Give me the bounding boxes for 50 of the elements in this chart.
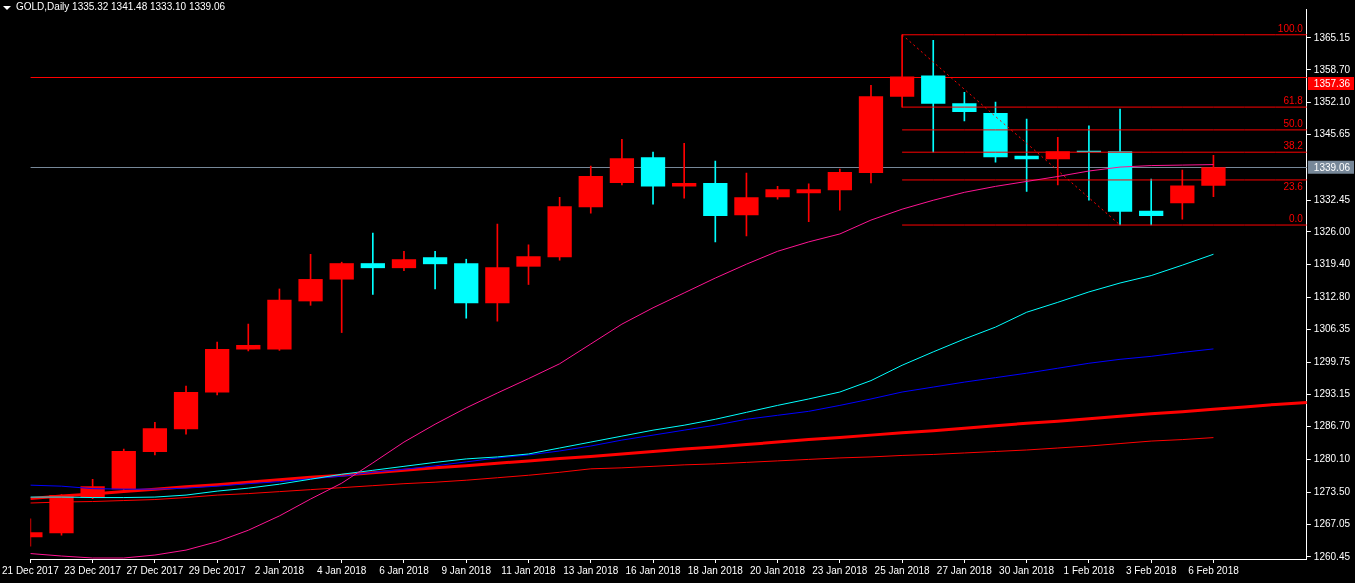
x-tick-label: 18 Jan 2018: [687, 564, 744, 576]
series-label: 61.8: [1283, 94, 1304, 106]
x-tick-label: 25 Jan 2018: [874, 564, 931, 576]
x-tick-label: 4 Jan 2018: [316, 564, 367, 576]
series-label: 50.0: [1283, 117, 1304, 129]
y-tick-label: 1345.65: [1313, 128, 1351, 140]
x-tick-label: 2 Jan 2018: [254, 564, 305, 576]
y-tick-label: 1352.10: [1313, 96, 1351, 108]
x-tick-label: 27 Dec 2017: [126, 564, 184, 576]
x-tick-label: 11 Jan 2018: [501, 564, 557, 576]
x-tick-label: 27 Jan 2018: [936, 564, 993, 576]
x-tick-label: 30 Jan 2018: [999, 564, 1055, 576]
x-tick-label: 16 Jan 2018: [625, 564, 681, 576]
candlestick: [360, 232, 385, 295]
chart-title: GOLD,Daily 1335.32 1341.48 1333.10 1339.06: [16, 1, 226, 13]
y-tick-label: 1267.05: [1313, 517, 1351, 529]
x-tick-label: 1 Feb 2018: [1063, 564, 1115, 576]
x-tick-label: 6 Feb 2018: [1188, 564, 1240, 576]
x-tick-label: 23 Jan 2018: [812, 564, 868, 576]
candlestick: [329, 261, 354, 333]
candlestick: [796, 183, 821, 222]
y-tick-label: 1299.75: [1313, 355, 1351, 367]
ref-line-label: 1357.36: [1313, 77, 1351, 89]
y-tick-label: 1312.80: [1313, 291, 1351, 303]
y-tick-label: 1293.15: [1313, 388, 1351, 400]
y-tick-label: 1306.35: [1313, 323, 1351, 335]
y-tick-label: 1332.45: [1313, 193, 1351, 205]
y-tick-label: 1365.15: [1313, 31, 1351, 43]
x-tick-label: 21 Dec 2017: [2, 564, 60, 576]
series-label: 100.0: [1277, 22, 1304, 34]
series-label: 23.6: [1283, 180, 1304, 192]
y-tick-label: 1280.10: [1313, 453, 1351, 465]
y-tick-label: 1260.45: [1313, 550, 1351, 562]
y-tick-label: 1273.50: [1313, 485, 1351, 497]
ref-line-label: 1339.06: [1313, 161, 1351, 173]
x-tick-label: 3 Feb 2018: [1125, 564, 1177, 576]
x-tick-label: 23 Dec 2017: [64, 564, 122, 576]
y-tick-label: 1326.00: [1313, 225, 1351, 237]
series-label: 0.0: [1288, 212, 1304, 224]
x-tick-label: 9 Jan 2018: [441, 564, 492, 576]
candlestick: [1139, 178, 1164, 226]
x-tick-label: 20 Jan 2018: [750, 564, 806, 576]
x-tick-label: 13 Jan 2018: [563, 564, 619, 576]
series-label: 38.2: [1283, 139, 1304, 151]
y-tick-label: 1319.40: [1313, 258, 1351, 270]
y-tick-label: 1358.70: [1313, 63, 1351, 75]
x-tick-label: 6 Jan 2018: [379, 564, 430, 576]
candlestick: [422, 250, 448, 290]
x-tick-label: 29 Dec 2017: [188, 564, 246, 576]
y-tick-label: 1286.70: [1313, 420, 1351, 432]
